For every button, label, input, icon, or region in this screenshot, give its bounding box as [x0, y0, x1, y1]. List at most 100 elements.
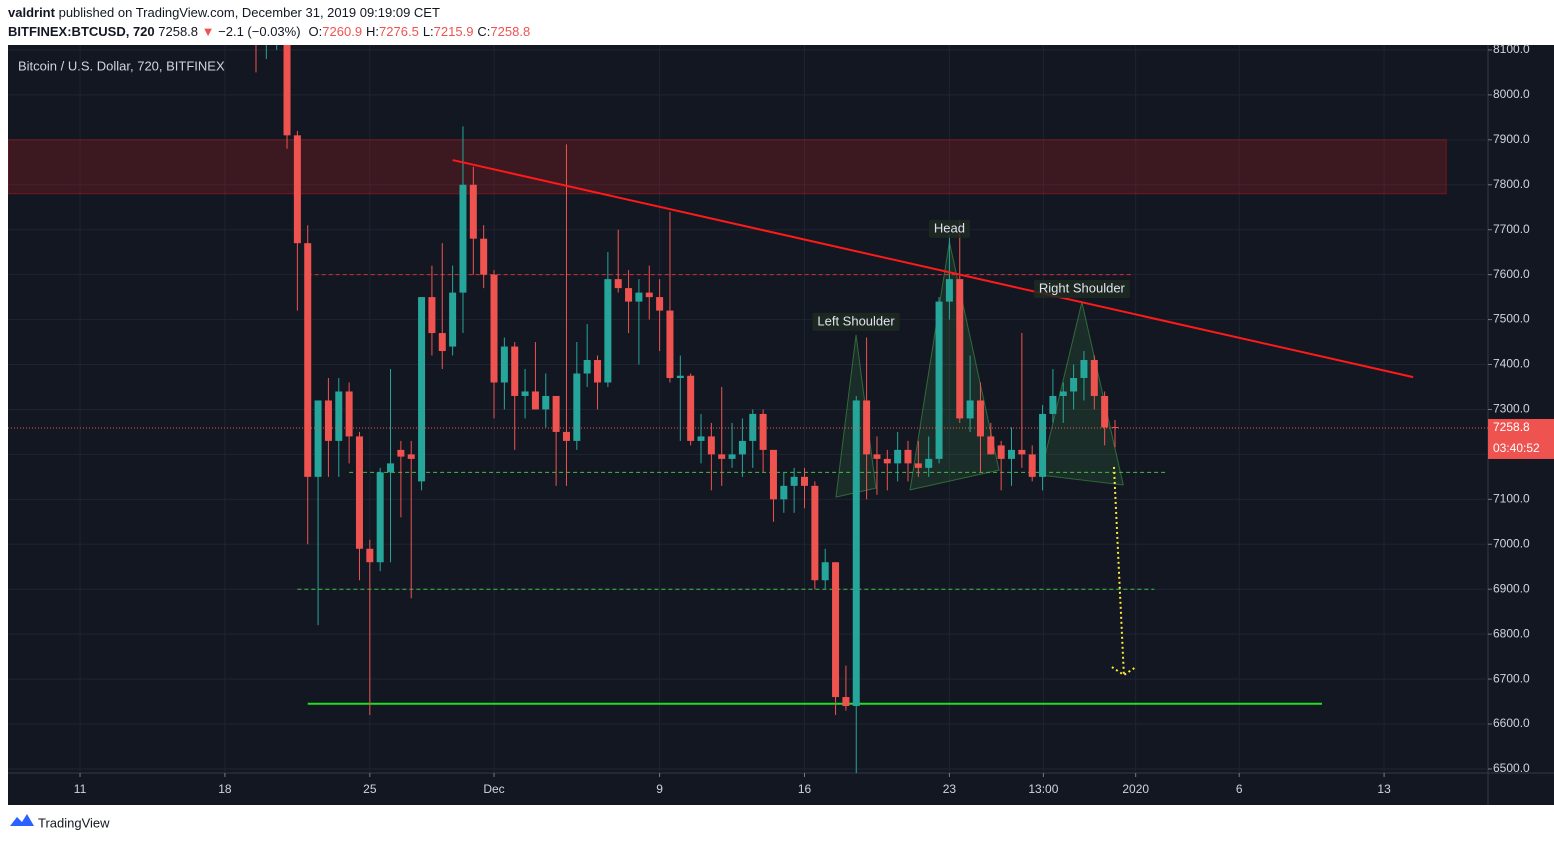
candle-body — [324, 400, 332, 441]
x-tick-label: 2020 — [1122, 782, 1149, 796]
candle-body — [987, 436, 995, 455]
candle-body — [811, 485, 819, 581]
candle-body — [531, 391, 539, 410]
candle-body — [614, 279, 622, 289]
candle-body — [387, 463, 395, 473]
pattern-label: Head — [934, 220, 965, 235]
candle-body — [490, 274, 498, 383]
candle-body — [335, 391, 343, 441]
x-tick-label: 13:00 — [1028, 782, 1058, 796]
candle-body — [1039, 413, 1047, 477]
candle-body — [925, 458, 933, 468]
logo — [10, 814, 34, 826]
header: valdrint published on TradingView.com, D… — [8, 5, 530, 39]
candle-body — [449, 292, 457, 347]
candle-body — [976, 400, 984, 437]
candle-body — [790, 476, 798, 486]
candle-body — [966, 400, 974, 419]
footer: TradingView — [10, 814, 110, 830]
candle-body — [314, 400, 322, 477]
candle-body — [666, 310, 674, 378]
candle-body — [552, 395, 560, 432]
label-background — [928, 219, 970, 238]
candle-body — [904, 449, 912, 464]
candle-body — [707, 436, 715, 455]
candle-body — [562, 431, 570, 441]
x-tick-label: 25 — [363, 782, 377, 796]
candle-body — [438, 333, 446, 352]
x-tick-label: 16 — [798, 782, 812, 796]
ohlc-value: 7258.8 — [490, 24, 530, 39]
candle-body — [428, 297, 436, 334]
candle-body — [1070, 377, 1078, 392]
ohlc-label: H: — [366, 24, 379, 39]
change: −2.1 (−0.03%) — [218, 24, 300, 39]
candle-body — [945, 279, 953, 302]
change-arrow: ▼ — [202, 24, 215, 39]
label-background — [812, 312, 900, 331]
candle-body — [738, 440, 746, 455]
ohlc-label: L: — [423, 24, 434, 39]
brand: TradingView — [38, 815, 110, 830]
y-tick-label: 7900.0 — [1493, 132, 1530, 146]
candle-body — [355, 436, 363, 549]
published: published on TradingView.com, December 3… — [59, 5, 440, 20]
y-tick-label: 6500.0 — [1493, 761, 1530, 775]
y-tick-label: 7700.0 — [1493, 222, 1530, 236]
candle-body — [625, 288, 633, 302]
symbol: BITFINEX:BTCUSD, 720 — [8, 24, 155, 39]
pattern-label: Right Shoulder — [1039, 280, 1126, 295]
candle-body — [459, 184, 467, 293]
ohlc-label: C: — [477, 24, 490, 39]
ohlc-label: O: — [309, 24, 323, 39]
candle-body — [728, 454, 736, 459]
candle-body — [1080, 360, 1088, 378]
candle-body — [1018, 449, 1026, 455]
candle-body — [594, 360, 602, 383]
candle-body — [656, 297, 664, 311]
x-tick-label: 9 — [656, 782, 663, 796]
candle-body — [956, 279, 964, 419]
y-tick-label: 7500.0 — [1493, 312, 1530, 326]
candle-body — [418, 297, 426, 482]
trend-line — [452, 159, 1414, 379]
x-tick-label: 13 — [1377, 782, 1391, 796]
y-tick-label: 6700.0 — [1493, 671, 1530, 685]
candle-body — [511, 346, 519, 396]
candle-body — [997, 445, 1005, 459]
header-line: valdrint published on TradingView.com, D… — [8, 5, 440, 20]
candle-body — [1111, 427, 1119, 429]
author: valdrint — [8, 5, 56, 20]
candle-body — [883, 458, 891, 464]
candle-body — [542, 395, 550, 410]
candle-body — [366, 548, 374, 563]
candle-body — [500, 346, 508, 383]
candle-body — [842, 697, 850, 707]
header-line: BITFINEX:BTCUSD, 720 7258.8 ▼ −2.1 (−0.0… — [8, 24, 530, 39]
candle-body — [687, 375, 695, 441]
candle-body — [1028, 454, 1036, 477]
x-tick-label: 11 — [74, 782, 87, 796]
candle-body — [873, 454, 881, 459]
y-tick-label: 7400.0 — [1493, 357, 1530, 371]
candle-body — [852, 400, 860, 707]
resistance-zone — [8, 139, 1447, 195]
countdown: 03:40:52 — [1493, 441, 1540, 455]
chart-title: Bitcoin / U.S. Dollar, 720, BITFINEX — [18, 58, 225, 73]
chart-background — [8, 45, 1554, 805]
axes: 6500.0 6600.0 6700.0 6800.0 6900.0 7000.0 7100… — [74, 42, 1554, 796]
plot: Left Shoulder Head Right Shoulder — [8, 45, 1488, 773]
y-tick-label: 6800.0 — [1493, 626, 1530, 640]
candle-body — [676, 375, 684, 378]
label-background — [1033, 280, 1130, 299]
candle-body — [407, 454, 415, 459]
candle-body — [293, 135, 301, 244]
y-tick-label: 7600.0 — [1493, 267, 1530, 281]
y-tick-label: 7300.0 — [1493, 402, 1530, 416]
candle-body — [759, 413, 767, 450]
candle-body — [801, 476, 809, 486]
candle-body — [914, 463, 922, 468]
candle-body — [469, 184, 477, 239]
candle-body — [863, 400, 871, 455]
